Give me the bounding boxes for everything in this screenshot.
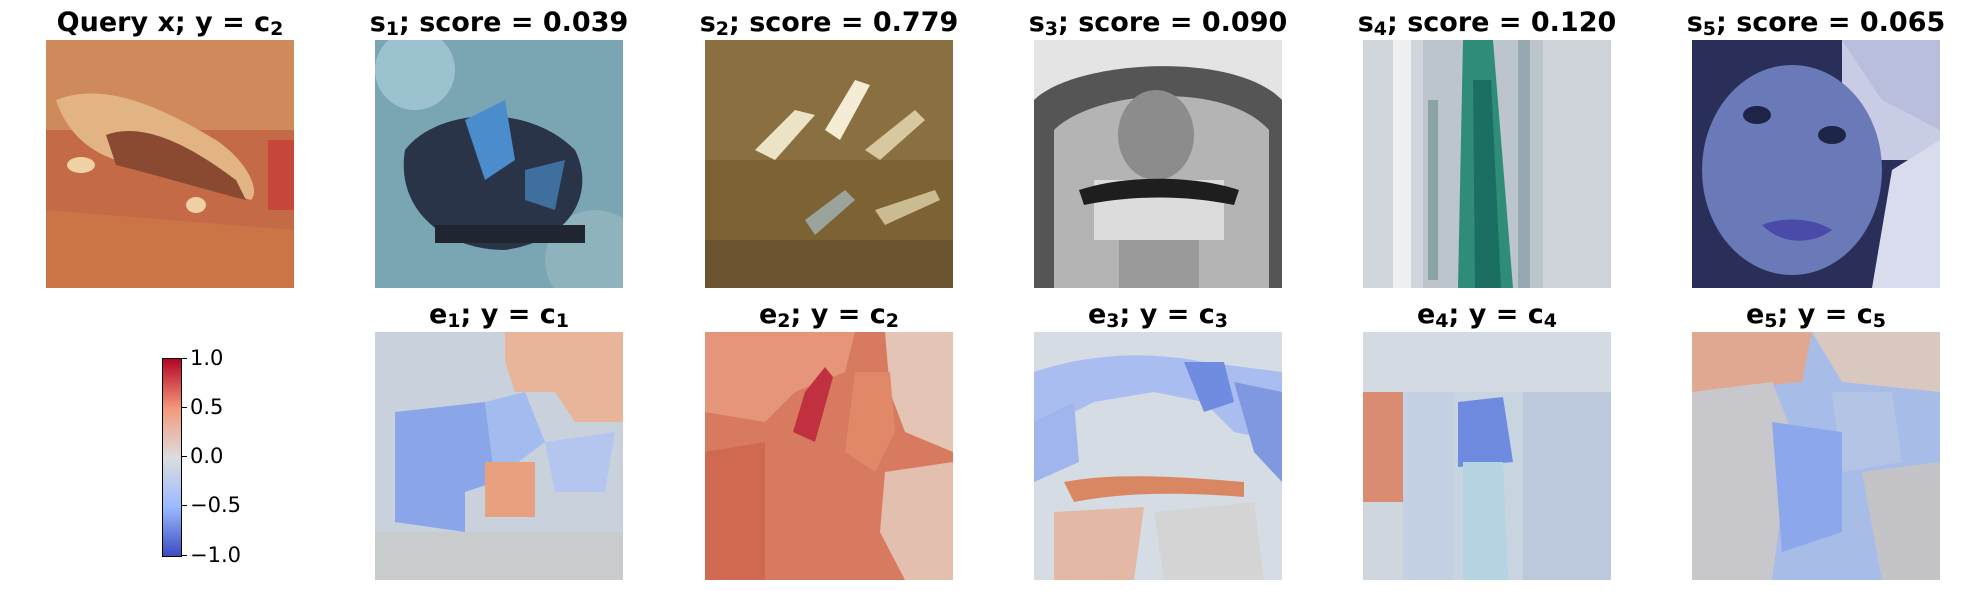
colorbar-label: 1.0 <box>190 346 224 370</box>
explanation-heatmap-2 <box>705 332 953 580</box>
sample-title-5: s5; score = 0.065 <box>1686 7 1946 40</box>
explanation-heatmap-4 <box>1363 332 1611 580</box>
explanation-title-1: e1; y = c1 <box>428 299 569 332</box>
colorbar-tick <box>181 358 187 359</box>
colorbar-label: −0.5 <box>190 493 241 517</box>
colorbar-label: −1.0 <box>190 543 241 567</box>
colorbar-tick <box>181 555 187 556</box>
query-title: Query x; y = c2 <box>56 7 284 40</box>
explanation-heatmap-3 <box>1034 332 1282 580</box>
explanation-heatmap-5 <box>1692 332 1940 580</box>
explanation-title-3: e3; y = c3 <box>1087 299 1228 332</box>
sample-title-3: s3; score = 0.090 <box>1028 7 1288 40</box>
explanation-title-2: e2; y = c2 <box>758 299 899 332</box>
sample-image-2 <box>705 40 953 288</box>
query-image <box>46 40 294 288</box>
explanation-heatmap-1 <box>375 332 623 580</box>
colorbar-label: 0.5 <box>190 395 224 419</box>
colorbar-label: 0.0 <box>190 444 224 468</box>
sample-image-5 <box>1692 40 1940 288</box>
colorbar-gradient <box>162 358 182 557</box>
sample-title-1: s1; score = 0.039 <box>369 7 629 40</box>
sample-image-1 <box>375 40 623 288</box>
colorbar-tick <box>181 505 187 506</box>
explanation-title-4: e4; y = c4 <box>1416 299 1557 332</box>
sample-image-4 <box>1363 40 1611 288</box>
colorbar-tick <box>181 407 187 408</box>
sample-title-4: s4; score = 0.120 <box>1357 7 1617 40</box>
explanation-title-5: e5; y = c5 <box>1745 299 1886 332</box>
sample-image-3 <box>1034 40 1282 288</box>
sample-title-2: s2; score = 0.779 <box>699 7 959 40</box>
colorbar-tick <box>181 456 187 457</box>
